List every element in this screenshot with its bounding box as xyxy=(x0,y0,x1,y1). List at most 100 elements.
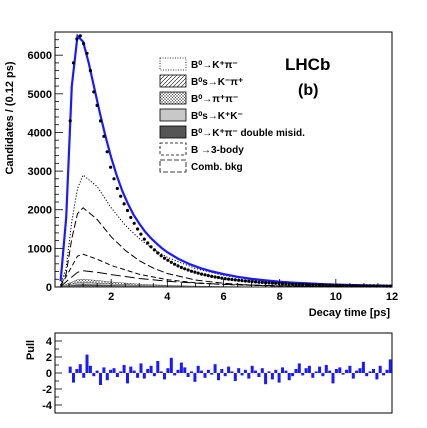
pull-bar xyxy=(223,373,227,377)
pull-bar xyxy=(122,365,126,373)
pull-bar xyxy=(324,365,328,373)
data-point xyxy=(129,215,133,220)
data-point xyxy=(71,61,76,65)
component-curve-dotted xyxy=(60,174,393,287)
pull-bar xyxy=(351,373,355,379)
pull-bar xyxy=(179,362,183,373)
data-point xyxy=(233,278,237,282)
data-point xyxy=(136,227,140,231)
pull-bar xyxy=(328,370,332,373)
pull-bar xyxy=(274,369,278,373)
pull-bar xyxy=(190,371,193,373)
pull-bar xyxy=(112,368,116,373)
pull-bar xyxy=(92,373,96,377)
data-point xyxy=(365,284,369,288)
data-point xyxy=(358,284,362,288)
y-tick-label: 2000 xyxy=(28,205,52,217)
data-point xyxy=(213,275,217,279)
y-tick-label: 5000 xyxy=(28,89,52,101)
y-tick-label: 4000 xyxy=(28,127,52,139)
data-point xyxy=(152,248,156,252)
data-point xyxy=(243,279,247,283)
pull-bar xyxy=(375,373,379,380)
pull-bar xyxy=(355,370,359,373)
data-point xyxy=(284,282,288,286)
data-point xyxy=(311,283,315,287)
data-point xyxy=(216,275,220,280)
pull-bar xyxy=(72,373,75,383)
pull-bar xyxy=(291,373,295,377)
data-point xyxy=(355,284,359,288)
pull-bar xyxy=(382,373,386,376)
data-point xyxy=(344,284,349,288)
data-point xyxy=(220,276,224,280)
pull-bar xyxy=(75,369,79,373)
data-point xyxy=(162,256,167,260)
pull-bar xyxy=(287,373,291,381)
component-curve-long-dash-dot xyxy=(60,207,393,288)
pull-bar xyxy=(139,363,143,373)
pull-bar xyxy=(233,373,237,381)
data-point xyxy=(206,274,210,278)
data-point xyxy=(146,241,150,245)
x-tick-label: 8 xyxy=(277,291,283,303)
data-point xyxy=(132,221,136,225)
y-axis-ticks: 0 1000 2000 3000 4000 5000 6000 xyxy=(28,31,63,294)
data-point xyxy=(166,258,170,262)
data-point xyxy=(280,282,285,286)
data-point xyxy=(361,284,365,288)
data-point xyxy=(247,279,251,283)
pull-bar xyxy=(314,371,318,373)
data-point xyxy=(102,134,106,138)
data-point xyxy=(317,283,322,287)
pull-bar xyxy=(338,367,342,373)
data-point xyxy=(92,90,96,94)
data-point xyxy=(149,245,153,249)
pull-bar xyxy=(301,373,305,376)
data-point xyxy=(301,282,305,287)
pull-bar xyxy=(378,365,382,373)
data-point xyxy=(122,202,126,206)
legend-swatch xyxy=(159,91,187,105)
data-point xyxy=(139,232,143,236)
pull-plot: -4 -2 0 2 4 Pull xyxy=(25,332,393,414)
pull-bar xyxy=(68,366,72,373)
pull-bar xyxy=(247,373,251,379)
pull-bar xyxy=(149,365,153,373)
x-tick-label: 12 xyxy=(386,291,398,303)
data-point xyxy=(210,274,214,278)
panel-label: (b) xyxy=(298,82,318,99)
pull-bar xyxy=(142,373,146,379)
pull-bar xyxy=(156,361,160,373)
legend-label: B⁰→K⁺π⁻ double misid. xyxy=(191,128,305,139)
pull-bar xyxy=(206,369,210,373)
data-point xyxy=(119,194,123,198)
data-point xyxy=(223,277,227,281)
data-point xyxy=(68,119,72,123)
data-point xyxy=(179,265,183,270)
data-point xyxy=(196,271,200,275)
legend-label: Comb. bkg xyxy=(191,162,243,173)
pull-bar xyxy=(227,366,231,373)
data-point xyxy=(159,254,163,258)
data-point xyxy=(227,277,231,281)
pull-bar xyxy=(136,373,140,378)
data-point xyxy=(183,267,187,271)
pull-bar xyxy=(331,373,335,384)
pull-bar xyxy=(152,373,156,377)
data-point xyxy=(112,177,116,181)
data-point xyxy=(388,284,392,288)
legend-swatch xyxy=(159,108,187,122)
pull-bar xyxy=(210,373,214,375)
pull-y-tick-label: -2 xyxy=(42,384,52,396)
pull-bar xyxy=(243,369,247,373)
data-point xyxy=(382,284,386,288)
data-point xyxy=(264,281,268,285)
data-point xyxy=(109,165,113,169)
pull-bar xyxy=(311,373,315,378)
pull-bar xyxy=(368,371,372,373)
data-point xyxy=(200,272,204,276)
pull-bar xyxy=(183,367,187,373)
data-point xyxy=(274,281,278,285)
data-point xyxy=(250,280,254,284)
